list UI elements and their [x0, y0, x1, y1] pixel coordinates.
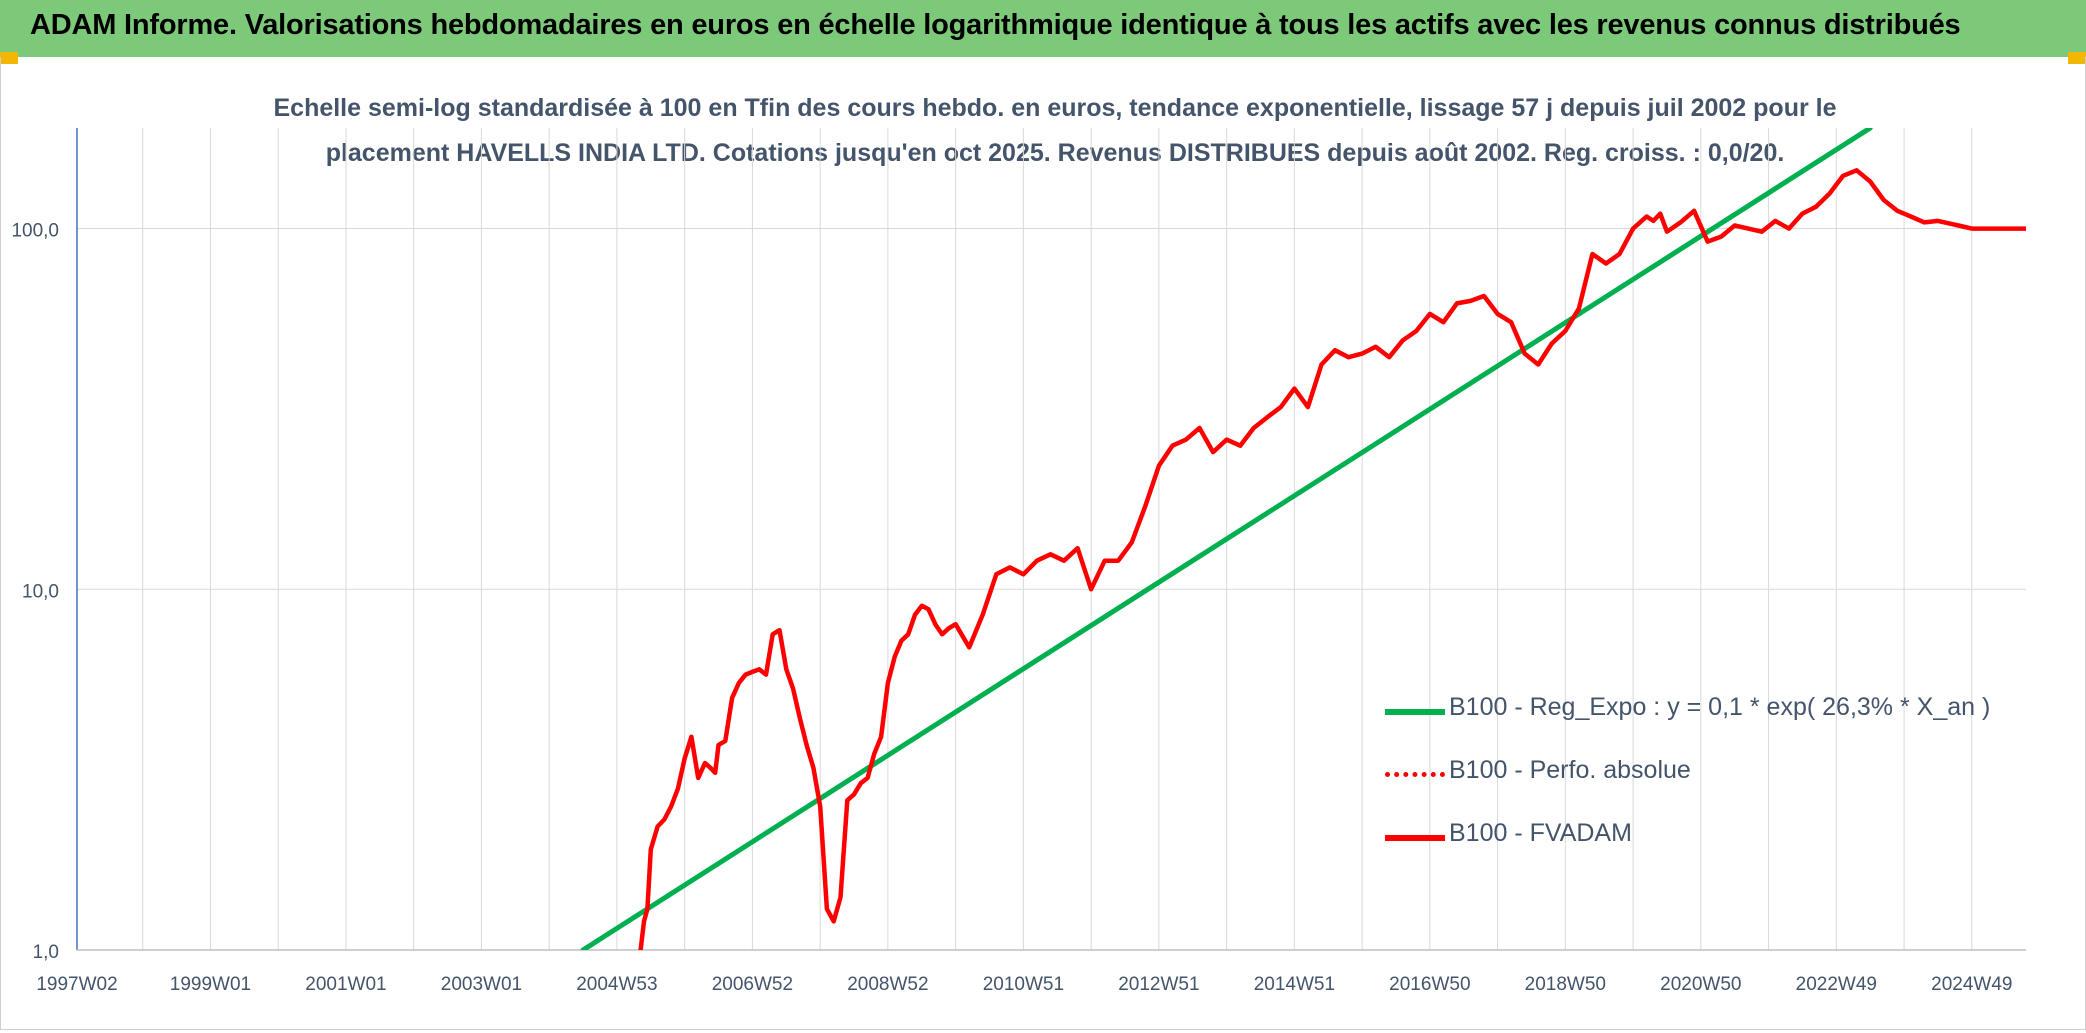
header-banner: ADAM Informe. Valorisations hebdomadaire…	[0, 0, 2086, 57]
x-tick-label: 2008W52	[847, 974, 928, 995]
x-tick-label: 1997W02	[36, 974, 117, 995]
y-tick-label: 100,0	[11, 221, 59, 242]
x-tick-label: 2024W49	[1931, 974, 2012, 995]
legend-swatch-trend	[1385, 709, 1445, 715]
legend-swatch-perfo	[1385, 772, 1445, 777]
corner-accent-left	[0, 52, 18, 64]
y-tick-label: 10,0	[22, 581, 59, 602]
chart-title: Echelle semi-log standardisée à 100 en T…	[180, 86, 1930, 176]
x-tick-label: 2016W50	[1389, 974, 1470, 995]
x-tick-label: 1999W01	[170, 974, 251, 995]
x-tick-label: 2004W53	[576, 974, 657, 995]
legend-swatch-fvadam	[1385, 835, 1445, 841]
chart-title-line-2: placement HAVELLS INDIA LTD. Cotations j…	[325, 139, 1785, 167]
chart-title-line-1: Echelle semi-log standardisée à 100 en T…	[273, 94, 1837, 122]
y-tick-label: 1,0	[33, 942, 59, 963]
series-line-2	[638, 168, 2026, 950]
legend-label-fvadam: B100 - FVADAM	[1449, 819, 1632, 847]
x-tick-label: 2018W50	[1525, 974, 1606, 995]
x-tick-label: 2022W49	[1796, 974, 1877, 995]
x-tick-label: 2003W01	[441, 974, 522, 995]
x-tick-label: 2010W51	[983, 974, 1064, 995]
legend-label-perfo: B100 - Perfo. absolue	[1449, 756, 1691, 784]
x-tick-label: 2006W52	[712, 974, 793, 995]
corner-accent-right	[2068, 52, 2086, 64]
report-title: ADAM Informe. Valorisations hebdomadaire…	[30, 9, 1961, 41]
x-tick-label: 2001W01	[305, 974, 386, 995]
series-line-0	[580, 128, 1873, 950]
x-tick-label: 2014W51	[1254, 974, 1335, 995]
legend-label-trend: B100 - Reg_Expo : y = 0,1 * exp( 26,3% *…	[1449, 693, 1991, 721]
x-tick-label: 2012W51	[1118, 974, 1199, 995]
x-tick-label: 2020W50	[1660, 974, 1741, 995]
